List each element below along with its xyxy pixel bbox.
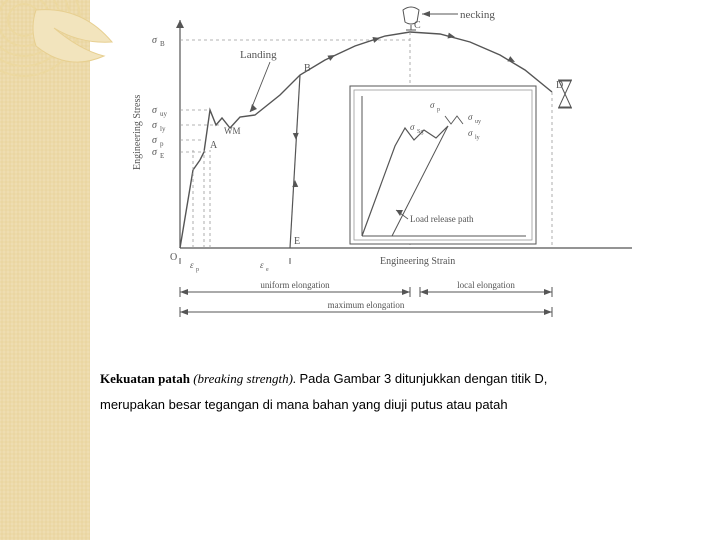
- svg-text:O: O: [170, 252, 177, 263]
- svg-text:σ: σ: [152, 35, 158, 46]
- svg-text:uniform elongation: uniform elongation: [260, 280, 330, 290]
- svg-text:maximum elongation: maximum elongation: [328, 300, 405, 310]
- svg-text:uy: uy: [160, 110, 168, 118]
- svg-text:σ: σ: [468, 128, 473, 138]
- svg-text:local elongation: local elongation: [457, 280, 515, 290]
- svg-text:E: E: [294, 236, 300, 247]
- svg-text:σ: σ: [152, 135, 158, 146]
- svg-text:Landing: Landing: [240, 49, 277, 61]
- caption-line1: Pada Gambar 3 ditunjukkan dengan titik D…: [299, 371, 547, 386]
- svg-text:σ: σ: [152, 120, 158, 131]
- svg-text:A: A: [210, 140, 218, 151]
- svg-text:e: e: [266, 267, 269, 273]
- caption-text: Kekuatan patah (breaking strength). Pada…: [100, 366, 660, 418]
- caption-italic: (breaking strength).: [193, 371, 299, 386]
- caption-bold: Kekuatan patah: [100, 371, 193, 386]
- caption-line2: merupakan besar tegangan di mana bahan y…: [100, 397, 508, 412]
- svg-text:p: p: [196, 267, 199, 273]
- svg-text:E: E: [160, 152, 164, 160]
- svg-text:Sg: Sg: [417, 129, 423, 135]
- svg-text:ε: ε: [190, 260, 194, 270]
- svg-text:B: B: [304, 63, 311, 74]
- svg-text:σ: σ: [152, 105, 158, 116]
- svg-text:Engineering Stress: Engineering Stress: [132, 95, 143, 170]
- svg-text:σ: σ: [152, 147, 158, 158]
- svg-text:p: p: [160, 140, 164, 148]
- svg-text:σ: σ: [410, 122, 415, 132]
- svg-text:uy: uy: [475, 119, 481, 125]
- svg-text:necking: necking: [460, 9, 495, 21]
- leaf-icon: [33, 10, 112, 62]
- svg-text:Engineering Strain: Engineering Strain: [380, 256, 455, 267]
- svg-text:p: p: [437, 107, 440, 113]
- svg-text:σ: σ: [430, 100, 435, 110]
- svg-text:ly: ly: [475, 135, 480, 141]
- svg-text:σ: σ: [468, 112, 473, 122]
- svg-text:WM: WM: [224, 126, 241, 136]
- stage: OEngineering StressEngineering StrainσBσ…: [0, 0, 720, 540]
- stress-strain-diagram: OEngineering StressEngineering StrainσBσ…: [120, 0, 632, 328]
- svg-text:ε: ε: [260, 260, 264, 270]
- svg-text:Load release path: Load release path: [410, 214, 474, 224]
- svg-text:ly: ly: [160, 125, 166, 133]
- svg-text:B: B: [160, 40, 165, 48]
